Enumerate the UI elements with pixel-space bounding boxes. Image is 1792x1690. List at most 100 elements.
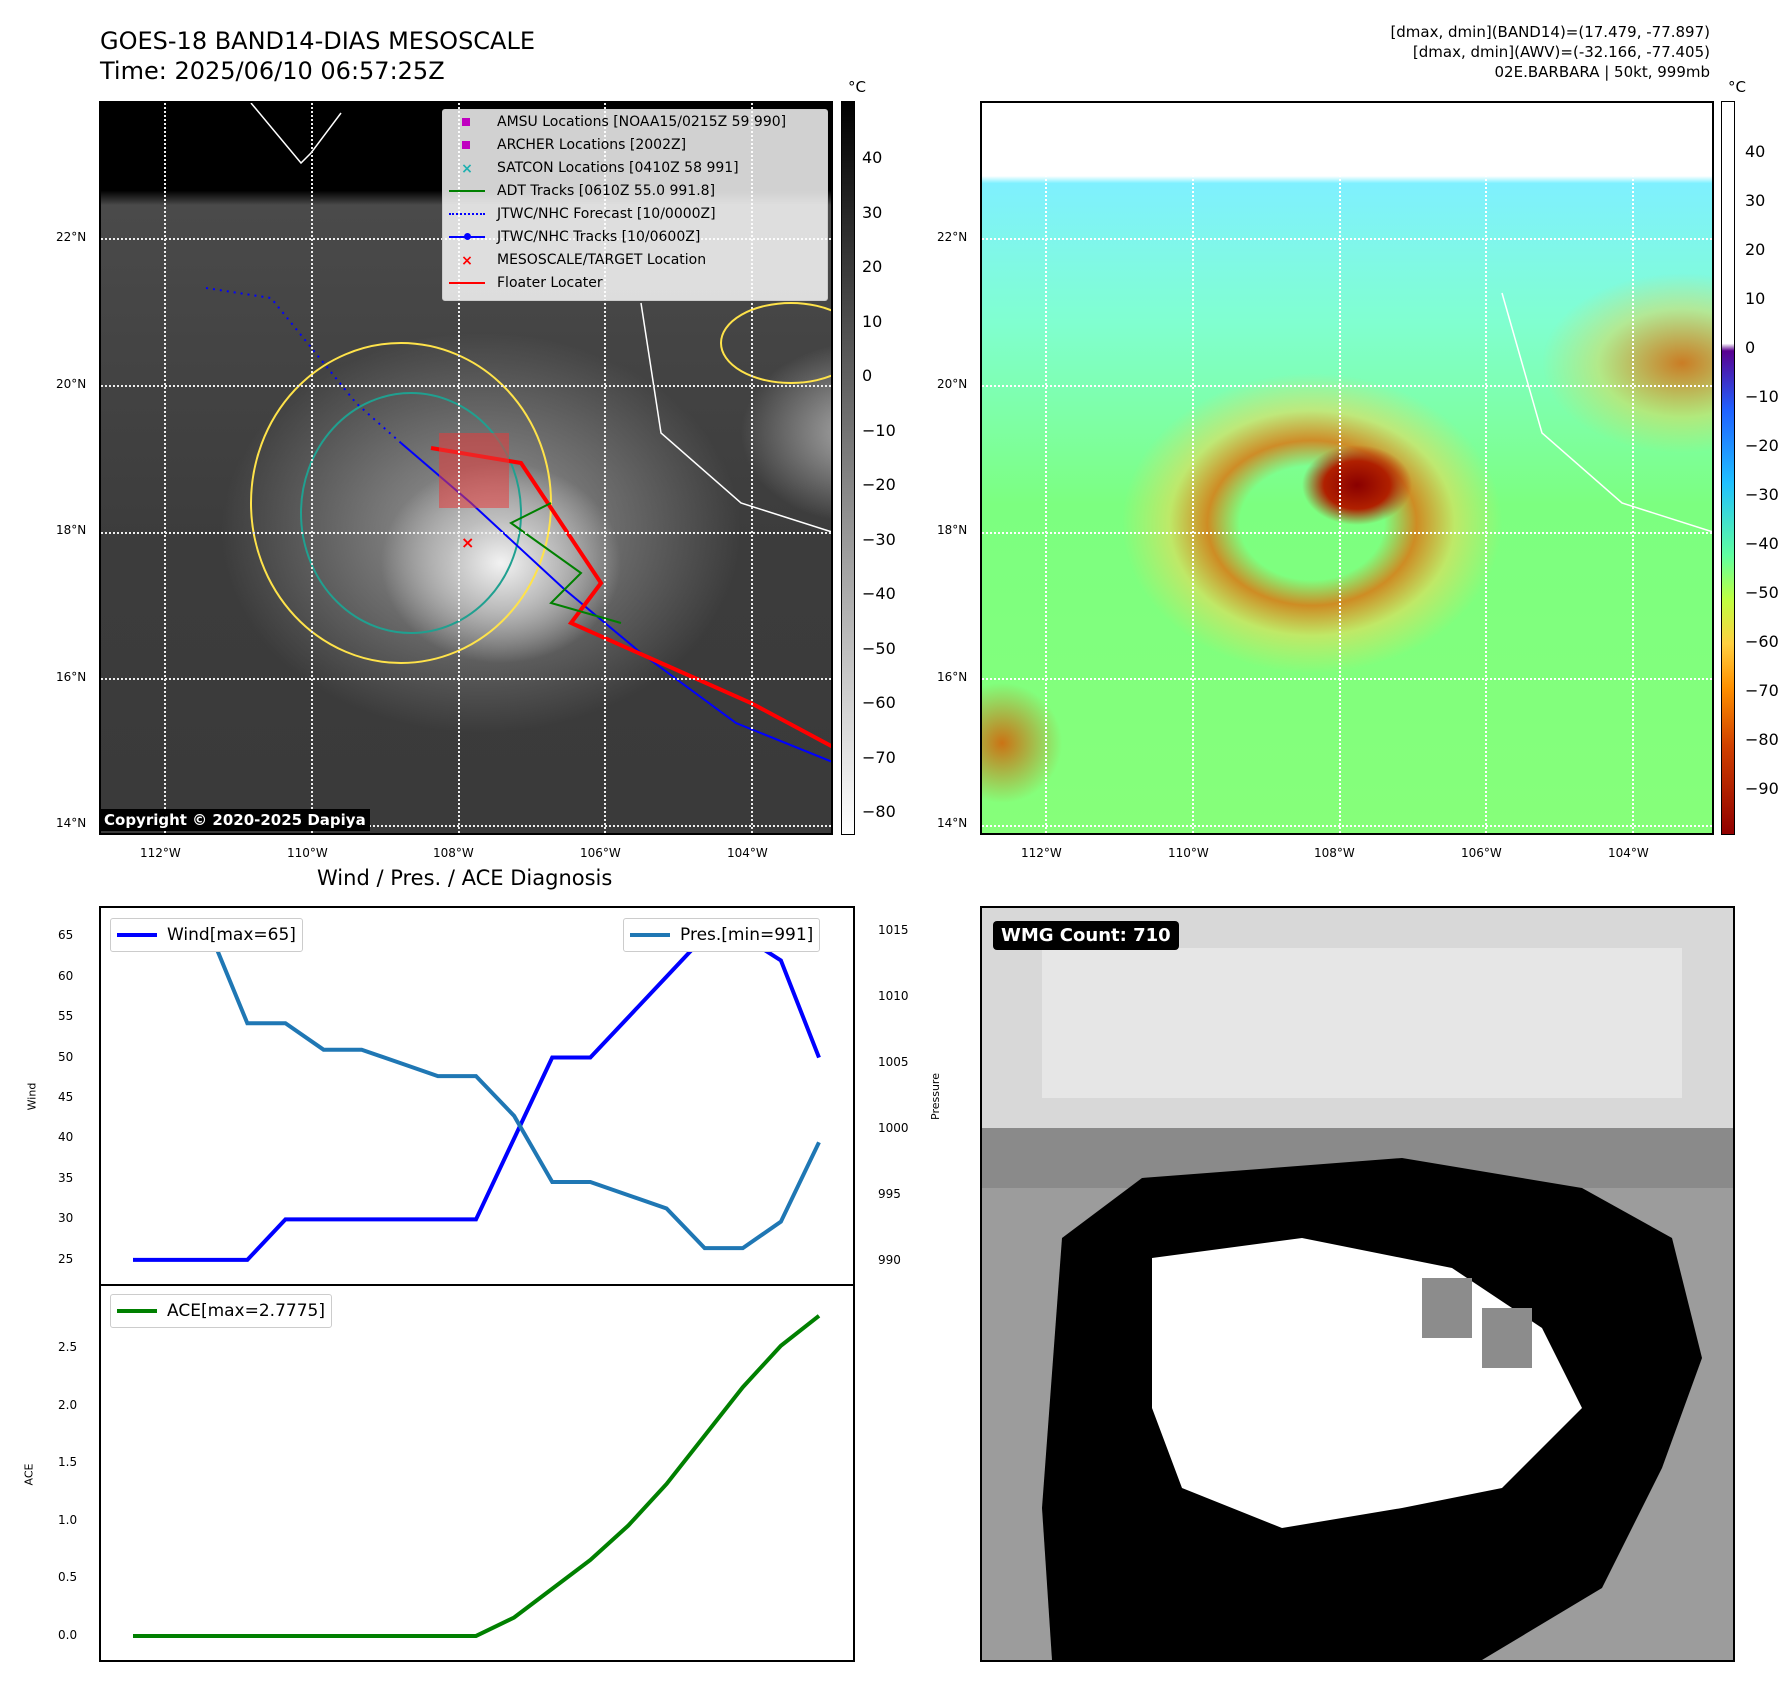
series-line-0 bbox=[133, 934, 821, 1262]
ir-colorbar-tick: 0 bbox=[862, 366, 873, 385]
ace-plot bbox=[133, 1314, 821, 1638]
y-axis-label-wind: Wind bbox=[25, 1082, 39, 1111]
y-tick-left: 30 bbox=[58, 1211, 74, 1226]
copyright-badge: Copyright © 2020-2025 Dapiya bbox=[100, 809, 370, 831]
y-tick-left: 1.5 bbox=[58, 1455, 78, 1470]
wmg-image bbox=[982, 908, 1733, 1660]
contour-teal bbox=[300, 392, 522, 634]
coastline bbox=[640, 302, 831, 533]
y-tick-left: 55 bbox=[58, 1009, 74, 1024]
y-tick-left: 2.0 bbox=[58, 1397, 78, 1412]
adt-track bbox=[509, 502, 622, 624]
storm-info: [dmax, dmin](BAND14)=(17.479, -77.897) [… bbox=[1390, 22, 1710, 82]
y-tick-right: 1000 bbox=[878, 1121, 909, 1136]
lat-label: 22°N bbox=[937, 230, 968, 244]
awv-colorbar-tick: 30 bbox=[1745, 191, 1766, 210]
y-tick-left: 0.5 bbox=[58, 1570, 78, 1585]
lat-label: 14°N bbox=[56, 816, 87, 830]
awv-colorbar-tick: 0 bbox=[1745, 338, 1756, 357]
ir-colorbar-tick: 10 bbox=[862, 311, 883, 331]
title-line-1: GOES-18 BAND14-DIAS MESOSCALE bbox=[100, 27, 536, 55]
lat-label: 20°N bbox=[56, 377, 87, 391]
y-tick-right: 1010 bbox=[878, 988, 909, 1003]
y-tick-left: 40 bbox=[58, 1130, 74, 1145]
awv-colorbar-tick: 10 bbox=[1745, 289, 1766, 308]
awv-colorbar-tick: −10 bbox=[1745, 387, 1779, 406]
awv-colorbar-tick: 20 bbox=[1745, 240, 1766, 259]
legend-pressure: Pres.[min=991] bbox=[623, 918, 821, 952]
figure-title: GOES-18 BAND14-DIAS MESOSCALE Time: 2025… bbox=[100, 26, 535, 86]
lon-label: 108°W bbox=[1314, 846, 1355, 860]
awv-colorbar-tick: −60 bbox=[1745, 632, 1779, 651]
lon-label: 104°W bbox=[727, 846, 768, 860]
awv-colorbar-tick: −30 bbox=[1745, 485, 1779, 504]
legend-label: SATCON Locations [0410Z 58 991] bbox=[497, 160, 739, 176]
lon-label: 106°W bbox=[580, 846, 621, 860]
y-tick-left: 60 bbox=[58, 968, 74, 983]
title-line-2: Time: 2025/06/10 06:57:25Z bbox=[100, 57, 445, 85]
ace-chart bbox=[99, 1284, 855, 1662]
lon-label: 110°W bbox=[287, 846, 328, 860]
map-legend: AMSU Locations [NOAA15/0215Z 59 990] ARC… bbox=[442, 109, 828, 301]
diagnosis-title: Wind / Pres. / ACE Diagnosis bbox=[317, 866, 613, 890]
ir-colorbar-tick: −30 bbox=[862, 529, 896, 549]
y-tick-left: 2.5 bbox=[58, 1340, 78, 1355]
y-axis-label-pressure: Pressure bbox=[928, 1073, 942, 1120]
mesoscale-box bbox=[439, 433, 509, 508]
legend-item: × SATCON Locations [0410Z 58 991] bbox=[461, 160, 739, 177]
lat-label: 18°N bbox=[937, 523, 968, 537]
legend-item: AMSU Locations [NOAA15/0215Z 59 990] bbox=[449, 111, 786, 133]
awv-colorbar-tick: −80 bbox=[1745, 730, 1779, 749]
series-line-1 bbox=[133, 928, 821, 1251]
lon-label: 112°W bbox=[1021, 846, 1062, 860]
ir-colorbar-tick: −50 bbox=[862, 638, 896, 658]
legend-label: MESOSCALE/TARGET Location bbox=[497, 252, 707, 268]
lon-label: 106°W bbox=[1461, 846, 1502, 860]
coastline bbox=[250, 103, 342, 165]
y-tick-left: 65 bbox=[58, 928, 74, 943]
lon-label: 112°W bbox=[140, 846, 181, 860]
info-line-3: 02E.BARBARA | 50kt, 999mb bbox=[1494, 63, 1710, 81]
wmg-count-badge: WMG Count: 710 bbox=[993, 921, 1179, 950]
lat-label: 18°N bbox=[56, 523, 87, 537]
ir-colorbar-tick: −10 bbox=[862, 420, 896, 440]
lat-label: 14°N bbox=[937, 816, 968, 830]
awv-map bbox=[980, 101, 1714, 835]
awv-colorbar-tick: −50 bbox=[1745, 583, 1779, 602]
awv-colorbar bbox=[1721, 101, 1735, 835]
y-tick-right: 1015 bbox=[878, 922, 909, 937]
legend-label: Floater Locater bbox=[497, 275, 603, 291]
awv-colorbar-tick: 40 bbox=[1745, 142, 1766, 161]
ir-colorbar-tick: −40 bbox=[862, 584, 896, 603]
legend-label: ADT Tracks [0610Z 55.0 991.8] bbox=[497, 183, 716, 199]
y-tick-right: 995 bbox=[878, 1187, 901, 1202]
y-tick-right: 990 bbox=[878, 1253, 901, 1268]
contour-yellow bbox=[720, 302, 831, 384]
y-tick-left: 45 bbox=[58, 1090, 74, 1105]
lat-label: 20°N bbox=[937, 377, 968, 391]
lon-label: 108°W bbox=[433, 846, 474, 860]
ir-colorbar-tick: −20 bbox=[862, 475, 896, 494]
wind-pres-plot bbox=[133, 928, 821, 1262]
ir-colorbar-tick: −70 bbox=[862, 747, 896, 767]
ir-colorbar-tick: 30 bbox=[862, 202, 883, 222]
series-line-0 bbox=[133, 1314, 821, 1638]
wind-pres-chart bbox=[99, 906, 855, 1286]
ir-colorbar-tick: 40 bbox=[862, 148, 883, 167]
legend-item: Floater Locater bbox=[449, 272, 603, 294]
colorbar-unit: °C bbox=[1728, 78, 1746, 96]
awv-colorbar-tick: −20 bbox=[1745, 436, 1779, 455]
legend-label: AMSU Locations [NOAA15/0215Z 59 990] bbox=[497, 114, 787, 130]
awv-colorbar-tick: −70 bbox=[1745, 681, 1779, 700]
legend-label: ACE[max=2.7775] bbox=[167, 1301, 325, 1321]
ir-colorbar-tick: −80 bbox=[862, 802, 896, 821]
legend-label: JTWC/NHC Tracks [10/0600Z] bbox=[497, 229, 701, 245]
y-axis-label-ace: ACE bbox=[22, 1463, 36, 1486]
ir-colorbar bbox=[841, 101, 855, 835]
legend-item: × MESOSCALE/TARGET Location bbox=[461, 252, 707, 269]
legend-item: ARCHER Locations [2002Z] bbox=[449, 134, 686, 156]
legend-label: ARCHER Locations [2002Z] bbox=[497, 137, 687, 153]
y-tick-left: 1.0 bbox=[58, 1512, 78, 1527]
lat-label: 16°N bbox=[937, 670, 968, 684]
awv-colorbar-tick: −90 bbox=[1745, 779, 1779, 798]
